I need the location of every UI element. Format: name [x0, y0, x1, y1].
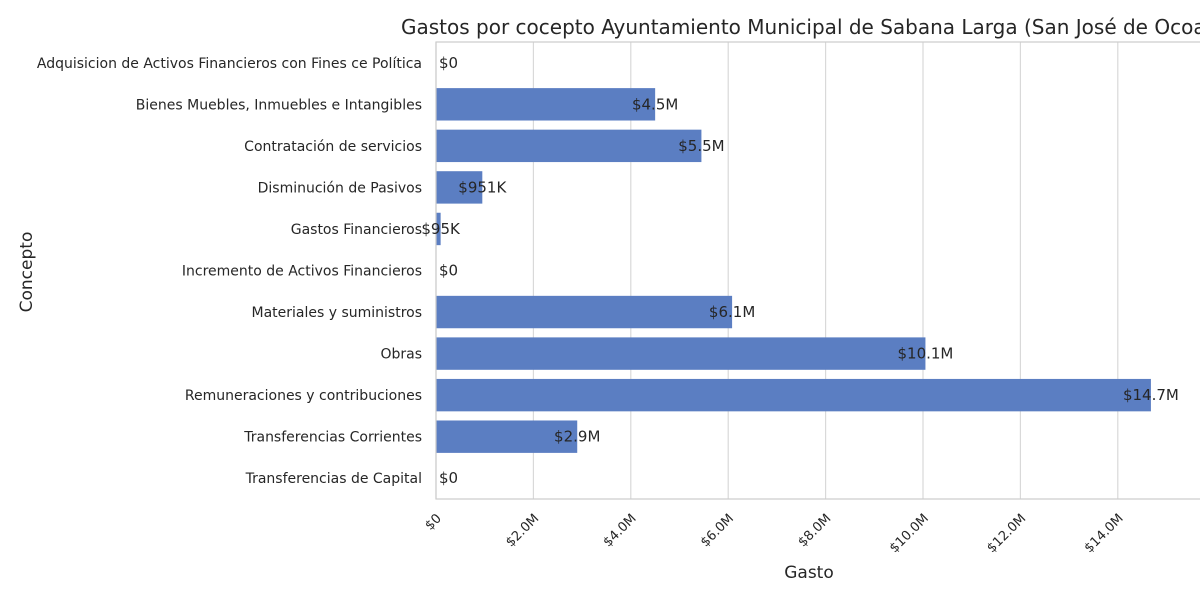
data-label: $95K — [421, 220, 461, 238]
x-tick-label: $14.0M — [1082, 511, 1127, 556]
category-label: Incremento de Activos Financieros — [182, 264, 422, 280]
category-label: Transferencias de Capital — [245, 471, 422, 487]
x-tick-label: $6.0M — [698, 511, 737, 550]
category-label: Materiales y suministros — [251, 305, 422, 321]
data-label: $0 — [439, 469, 458, 487]
data-label: $4.5M — [632, 95, 678, 113]
bar — [436, 88, 656, 121]
x-tick-labels: $0 $2.0M $4.0M $6.0M $8.0M $10.0M $12.0M $14.0M — [423, 511, 1127, 556]
y-axis-label: Concepto — [17, 232, 37, 313]
category-label: Bienes Muebles, Inmuebles e Intangibles — [136, 97, 422, 113]
category-label: Contratación de servicios — [244, 139, 422, 155]
data-label: $6.1M — [709, 303, 755, 321]
bar — [436, 129, 702, 163]
x-tick-label: $8.0M — [795, 511, 834, 550]
bar — [436, 337, 926, 370]
category-label: Remuneraciones y contribuciones — [185, 388, 422, 404]
category-label: Gastos Financieros — [291, 222, 422, 238]
x-tick-label: $0 — [423, 511, 445, 533]
category-labels: Adquisicion de Activos Financieros con F… — [37, 56, 422, 487]
category-label: Obras — [380, 347, 422, 363]
data-label: $951K — [458, 178, 507, 196]
data-label: $0 — [439, 262, 458, 280]
x-axis-label: Gasto — [784, 563, 834, 583]
data-label: $10.1M — [897, 345, 953, 363]
data-labels: $0 $4.5M $5.5M $951K $95K $0 $6.1M $10.1M $14.7M… — [421, 54, 1178, 487]
data-label: $14.7M — [1123, 386, 1179, 404]
plot-frame — [435, 41, 1200, 500]
x-tick-label: $4.0M — [601, 511, 640, 550]
bars — [436, 88, 1151, 453]
bar — [436, 378, 1151, 412]
data-label: $2.9M — [554, 428, 600, 446]
x-tick-label: $10.0M — [887, 511, 932, 556]
data-label: $5.5M — [678, 137, 724, 155]
bar — [436, 212, 441, 246]
bar — [436, 295, 733, 329]
x-tick-label: $12.0M — [984, 511, 1029, 556]
bar — [436, 420, 578, 453]
chart-title: Gastos por cocepto Ayuntamiento Municipa… — [401, 15, 1200, 39]
x-tick-label: $2.0M — [503, 511, 542, 550]
category-label: Disminución de Pasivos — [258, 180, 422, 196]
bar — [436, 171, 483, 204]
category-label: Transferencias Corrientes — [243, 430, 422, 446]
data-label: $0 — [439, 54, 458, 72]
category-label: Adquisicion de Activos Financieros con F… — [37, 56, 422, 72]
